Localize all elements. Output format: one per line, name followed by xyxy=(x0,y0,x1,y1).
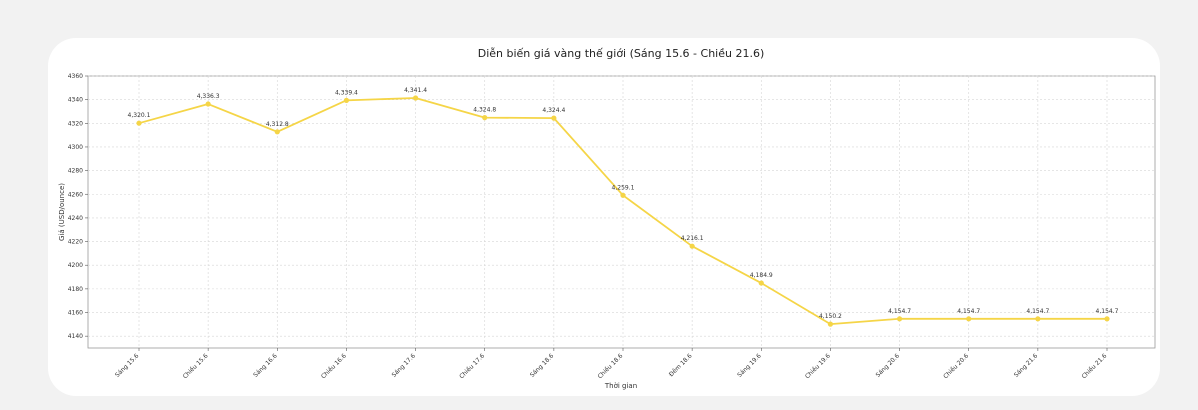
data-points xyxy=(136,95,1110,327)
x-tick-label: Sáng 15.6 xyxy=(114,352,141,379)
data-label: 4,336.3 xyxy=(197,93,220,100)
line-chart: Diễn biến giá vàng thế giới (Sáng 15.6 -… xyxy=(58,47,1156,390)
chart-title: Diễn biến giá vàng thế giới (Sáng 15.6 -… xyxy=(478,47,765,60)
data-point xyxy=(205,101,211,107)
data-label: 4,324.8 xyxy=(473,107,496,114)
grid xyxy=(88,75,1155,348)
y-tick-label: 4140 xyxy=(68,333,83,340)
x-tick-label: Chiều 16.6 xyxy=(319,352,348,381)
data-point xyxy=(343,97,350,103)
y-tick-label: 4340 xyxy=(68,97,83,104)
x-axis-label: Thời gian xyxy=(604,382,637,390)
y-tick-label: 4360 xyxy=(68,73,83,80)
data-label: 4,341.4 xyxy=(404,87,427,94)
y-tick-label: 4320 xyxy=(68,120,83,127)
data-point xyxy=(689,243,695,249)
data-point xyxy=(1104,316,1110,322)
y-tick-label: 4180 xyxy=(68,286,83,293)
data-label: 4,216.1 xyxy=(681,235,704,242)
data-point xyxy=(274,129,280,135)
x-axis-ticks: Sáng 15.6 Chiều 15.6 Sáng 16.6 Chiều 16.6 Sá… xyxy=(114,348,1109,380)
data-label: 4,324.4 xyxy=(542,107,565,114)
data-point xyxy=(551,115,557,121)
y-tick-label: 4200 xyxy=(68,262,83,269)
data-label: 4,184.9 xyxy=(750,272,773,279)
data-label: 4,154.7 xyxy=(1026,308,1049,315)
y-tick-label: 4300 xyxy=(68,144,83,151)
x-tick-label: Sáng 21.6 xyxy=(1013,352,1040,379)
x-tick-label: Sáng 18.6 xyxy=(529,352,556,379)
data-label: 4,154.7 xyxy=(888,308,911,315)
x-tick-label: Chiều 18.6 xyxy=(596,352,625,381)
data-point xyxy=(482,115,488,121)
y-axis-label: Giá (USD/ounce) xyxy=(58,183,66,241)
data-point xyxy=(896,316,903,322)
x-tick-label: Sáng 19.6 xyxy=(736,352,763,379)
data-labels: 4,320.1 4,336.3 4,312.8 4,339.4 4,341.4 4,324… xyxy=(128,87,1119,320)
x-tick-label: Đêm 18.6 xyxy=(668,352,694,378)
y-tick-label: 4260 xyxy=(68,191,83,198)
x-tick-label: Chiều 21.6 xyxy=(1080,352,1109,381)
y-tick-label: 4220 xyxy=(68,239,83,246)
x-tick-label: Chiều 17.6 xyxy=(458,352,487,381)
y-tick-label: 4280 xyxy=(68,168,83,175)
data-point xyxy=(758,280,764,286)
data-label: 4,312.8 xyxy=(266,121,289,128)
y-tick-label: 4240 xyxy=(68,215,83,222)
plot-area xyxy=(87,75,1156,349)
chart-card: Diễn biến giá vàng thế giới (Sáng 15.6 -… xyxy=(48,38,1160,396)
series-line xyxy=(138,97,1107,326)
x-tick-label: Chiều 20.6 xyxy=(942,352,971,381)
x-tick-label: Sáng 17.6 xyxy=(391,352,418,379)
data-label: 4,154.7 xyxy=(957,308,980,315)
data-label: 4,320.1 xyxy=(128,112,151,119)
x-tick-label: Sáng 20.6 xyxy=(875,352,902,379)
data-label: 4,154.7 xyxy=(1096,308,1119,315)
x-tick-label: Chiều 15.6 xyxy=(181,352,210,381)
data-point xyxy=(1035,316,1041,322)
data-point xyxy=(966,316,972,322)
x-tick-label: Sáng 16.6 xyxy=(252,352,279,379)
data-point xyxy=(136,120,142,126)
data-point xyxy=(412,95,419,101)
y-axis-ticks: 4140 4160 4180 4200 4220 4240 4260 4280 4300 4320… xyxy=(68,73,88,340)
data-label: 4,339.4 xyxy=(335,89,358,96)
y-tick-label: 4160 xyxy=(68,310,83,317)
data-point xyxy=(827,321,834,327)
x-tick-label: Chiều 19.6 xyxy=(803,352,832,381)
data-label: 4,150.2 xyxy=(819,313,842,320)
data-label: 4,259.1 xyxy=(612,184,635,191)
data-point xyxy=(620,192,626,198)
